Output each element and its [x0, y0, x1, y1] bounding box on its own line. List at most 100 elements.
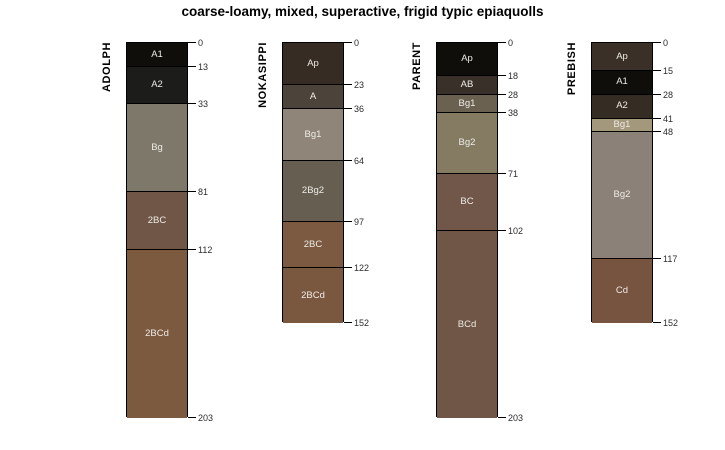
horizon-name-label: Bg1 — [613, 118, 631, 130]
depth-tick — [498, 75, 506, 77]
depth-tick-label: 112 — [198, 244, 213, 255]
depth-tick — [188, 42, 196, 43]
depth-tick — [344, 42, 352, 43]
depth-tick-label: 122 — [354, 263, 370, 274]
depth-tick — [188, 248, 196, 250]
horizon-prebish-a2: A2 — [592, 94, 652, 119]
horizon-name-label: 2BCd — [145, 327, 169, 339]
depth-tick — [498, 416, 506, 418]
depth-tick-label: 64 — [354, 156, 365, 167]
depth-tick — [498, 42, 506, 43]
horizon-name-label: 2BC — [303, 238, 323, 250]
depth-tick — [188, 191, 196, 193]
horizon-name-label: Ap — [461, 53, 473, 65]
horizon-name-label: A1 — [616, 76, 628, 88]
series-label-parent: PARENT — [411, 42, 423, 91]
horizon-name-label: BC — [460, 196, 474, 208]
horizon-parent-ap: Ap — [437, 43, 497, 77]
depth-tick-label: 13 — [198, 61, 209, 72]
depth-tick — [653, 93, 661, 95]
series-label-prebish: PREBISH — [566, 42, 578, 96]
depth-tick — [498, 172, 506, 174]
depth-tick-label: 36 — [354, 104, 365, 115]
horizon-parent-bg2: Bg2 — [437, 113, 497, 174]
depth-tick-label: 0 — [663, 38, 669, 48]
horizon-prebish-ap: Ap — [592, 43, 652, 71]
horizon-name-label: Ap — [616, 50, 628, 62]
profile-column-prebish: Ap A1 A2 Bg1 Bg2 Cd — [591, 42, 653, 324]
horizon-name-label: Bg — [151, 141, 163, 153]
horizon-parent-bg1: Bg1 — [437, 94, 497, 114]
depth-tick — [344, 84, 352, 86]
depth-tick-label: 0 — [354, 38, 360, 48]
depth-tick-label: 48 — [663, 126, 674, 137]
depth-tick — [344, 220, 352, 222]
horizon-adolph-a2: A2 — [127, 66, 187, 104]
depth-tick-label: 152 — [663, 318, 679, 329]
depth-tick — [653, 117, 661, 119]
depth-tick — [344, 160, 352, 162]
depth-tick-label: 41 — [663, 113, 674, 124]
series-label-nokasippi: NOKASIPPI — [257, 42, 269, 108]
depth-tick — [498, 112, 506, 114]
horizon-prebish-a1: A1 — [592, 70, 652, 95]
horizon-name-label: Bg2 — [613, 188, 631, 200]
depth-tick — [188, 65, 196, 67]
horizon-parent-bcd: BCd — [437, 231, 497, 418]
horizon-adolph-bg: Bg — [127, 103, 187, 193]
depth-tick-label: 28 — [508, 89, 519, 100]
horizon-nokasippi-2bg2: 2Bg2 — [283, 161, 343, 222]
horizon-nokasippi-bg1: Bg1 — [283, 109, 343, 162]
depth-tick-label: 117 — [663, 253, 678, 264]
depth-tick-label: 33 — [198, 98, 209, 109]
horizon-name-label: Bg2 — [458, 137, 476, 149]
depth-tick-label: 0 — [508, 38, 514, 48]
horizon-nokasippi-ap: Ap — [283, 43, 343, 86]
depth-tick-label: 28 — [663, 89, 674, 100]
series-label-adolph: ADOLPH — [101, 42, 113, 93]
horizon-name-label: A2 — [616, 100, 628, 112]
horizon-name-label: Bg1 — [304, 128, 322, 140]
depth-tick — [188, 416, 196, 418]
depth-tick — [653, 130, 661, 132]
depth-tick — [653, 257, 661, 259]
horizon-nokasippi-a: A — [283, 85, 343, 110]
depth-tick-label: 102 — [508, 226, 524, 237]
horizon-name-label: AB — [460, 79, 474, 91]
horizon-prebish-bg2: Bg2 — [592, 131, 652, 259]
depth-tick-label: 97 — [354, 216, 365, 227]
plot-title: coarse-loamy, mixed, superactive, frigid… — [181, 4, 544, 19]
depth-tick-label: 152 — [354, 318, 370, 329]
depth-tick — [344, 108, 352, 110]
horizon-prebish-bg1: Bg1 — [592, 118, 652, 132]
depth-tick-label: 18 — [508, 71, 519, 82]
horizon-name-label: 2BCd — [301, 290, 325, 301]
horizon-nokasippi-2bc: 2BC — [283, 221, 343, 269]
horizon-name-label: A2 — [151, 79, 163, 91]
horizon-name-label: Cd — [615, 285, 629, 297]
horizon-parent-ab: AB — [437, 76, 497, 95]
depth-tick-label: 81 — [198, 187, 209, 198]
depth-tick-label: 203 — [508, 412, 524, 423]
horizon-name-label: 2BC — [147, 214, 167, 226]
depth-tick-label: 0 — [198, 38, 204, 48]
horizon-name-label: A — [309, 91, 317, 103]
depth-tick — [188, 102, 196, 104]
depth-tick — [498, 230, 506, 232]
horizon-parent-bc: BC — [437, 173, 497, 232]
horizon-name-label: A1 — [151, 48, 163, 60]
profile-column-nokasippi: Ap A Bg1 2Bg2 2BC 2BCd — [282, 42, 344, 324]
horizon-name-label: 2Bg2 — [301, 185, 325, 197]
depth-tick-label: 38 — [508, 108, 519, 119]
depth-tick — [653, 69, 661, 71]
depth-tick — [498, 93, 506, 95]
profile-column-adolph: A1 A2 Bg 2BC 2BCd — [126, 42, 188, 418]
depth-tick — [344, 267, 352, 269]
horizon-adolph-2bcd: 2BCd — [127, 249, 187, 418]
horizon-prebish-cd: Cd — [592, 258, 652, 324]
depth-tick-label: 23 — [354, 80, 365, 91]
horizon-nokasippi-2bcd: 2BCd — [283, 268, 343, 324]
profile-column-parent: Ap AB Bg1 Bg2 BC BCd — [436, 42, 498, 418]
depth-tick-label: 71 — [508, 168, 519, 179]
